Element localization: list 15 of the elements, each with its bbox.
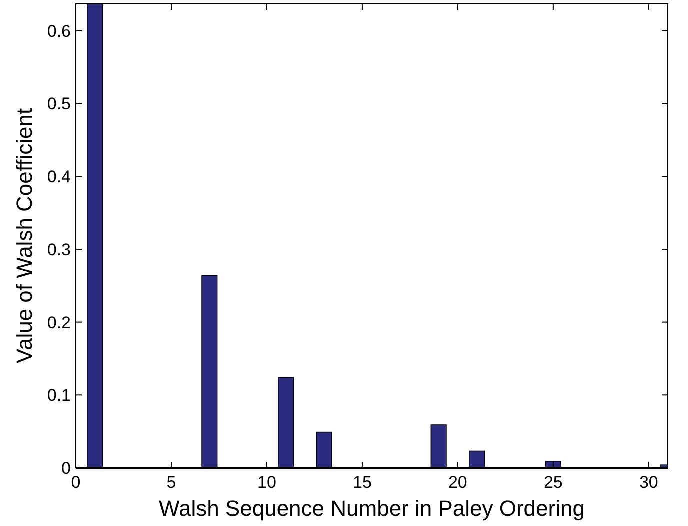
x-axis-title: Walsh Sequence Number in Paley Ordering: [159, 496, 585, 521]
x-tick-label: 20: [448, 473, 468, 492]
x-tick-label: 5: [166, 473, 176, 492]
x-tick-label: 15: [352, 473, 372, 492]
y-tick-label: 0.5: [47, 94, 71, 114]
y-tick-label: 0.4: [47, 168, 71, 187]
y-tick-label: 0.6: [47, 22, 71, 41]
y-tick-label: 0.3: [47, 240, 71, 260]
y-tick-label: 0.2: [47, 313, 71, 332]
y-axis-title: Value of Walsh Coefficient: [12, 108, 37, 364]
x-tick-label: 30: [639, 473, 658, 492]
y-tick-label: 0: [62, 458, 71, 478]
y-tick-label: 0.1: [47, 386, 71, 406]
x-tick-label: 25: [544, 473, 563, 492]
x-tick-label: 10: [258, 473, 276, 492]
